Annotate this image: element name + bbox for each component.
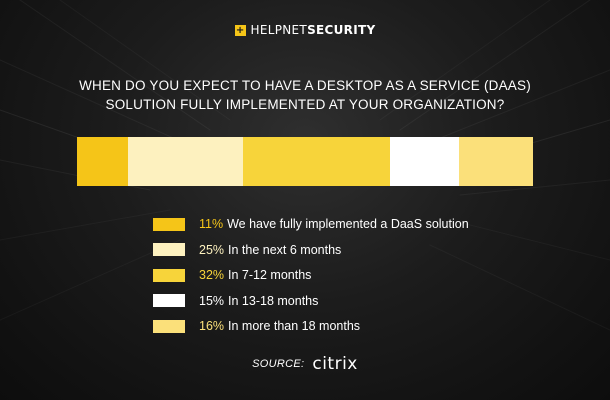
chart-legend: 11% We have fully implemented a DaaS solu… xyxy=(153,215,469,343)
bar-segment-2 xyxy=(127,137,244,186)
legend-percent: 16% xyxy=(199,319,225,333)
logo-plus-icon: + xyxy=(234,24,246,36)
legend-item: 32% In 7-12 months xyxy=(153,266,469,284)
legend-percent: 15% xyxy=(199,293,225,308)
legend-item: 11% We have fully implemented a DaaS solu… xyxy=(153,215,469,233)
legend-percent: 25% xyxy=(199,242,225,257)
logo-wordmark: HELPNETSECURITY xyxy=(251,23,376,37)
legend-percent: 11% xyxy=(199,217,224,231)
citrix-logo: citrix xyxy=(312,354,358,374)
legend-percent: 32% xyxy=(199,268,225,282)
source-credit: SOURCE: citrix xyxy=(0,354,610,374)
site-logo: + HELPNETSECURITY xyxy=(0,23,610,37)
legend-label: In more than 18 months xyxy=(228,319,361,333)
bar-segment-4 xyxy=(390,137,460,186)
chart-title-line-2: SOLUTION FULLY IMPLEMENTED AT YOUR ORGAN… xyxy=(105,97,505,112)
legend-swatch xyxy=(153,217,185,231)
bar-segment-5 xyxy=(459,137,534,186)
logo-text-thin: HELPNET xyxy=(250,23,308,37)
legend-swatch xyxy=(153,294,185,307)
source-label: SOURCE: xyxy=(252,358,305,370)
legend-label: In 7-12 months xyxy=(228,268,312,282)
legend-item: 16% In more than 18 months xyxy=(153,317,469,335)
legend-item: 25% In the next 6 months xyxy=(153,241,469,259)
bar-segment-1 xyxy=(77,137,129,186)
legend-label: In the next 6 months xyxy=(228,242,342,257)
legend-swatch xyxy=(153,319,185,333)
logo-text-bold: SECURITY xyxy=(307,23,376,37)
legend-label: We have fully implemented a DaaS solutio… xyxy=(227,217,469,231)
stacked-bar xyxy=(77,137,534,186)
bar-segment-3 xyxy=(242,137,391,186)
legend-swatch xyxy=(153,268,185,282)
chart-title: WHEN DO YOU EXPECT TO HAVE A DESKTOP AS … xyxy=(40,76,570,114)
legend-swatch xyxy=(153,243,185,256)
legend-item: 15% In 13-18 months xyxy=(153,292,469,310)
chart-title-line-1: WHEN DO YOU EXPECT TO HAVE A DESKTOP AS … xyxy=(79,78,531,93)
legend-label: In 13-18 months xyxy=(228,293,319,308)
